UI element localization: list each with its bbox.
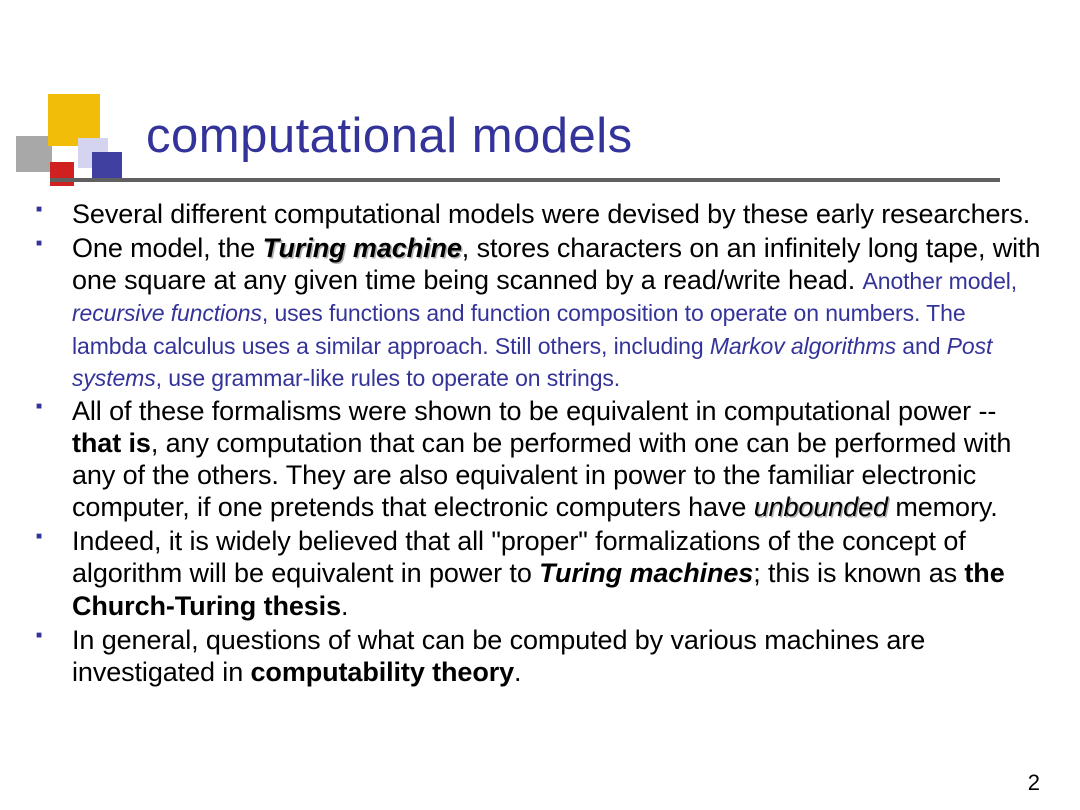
slide-title: computational models bbox=[146, 108, 633, 164]
term-unbounded: unbounded bbox=[754, 492, 888, 522]
b2-sub-and: and bbox=[896, 333, 947, 359]
term-computability-theory: computability theory bbox=[251, 657, 515, 687]
b5-c: . bbox=[514, 657, 521, 687]
term-markov-algorithms: Markov algorithms bbox=[710, 333, 896, 359]
b4-b: ; this is known as bbox=[753, 558, 964, 588]
b2-text-pre: One model, the bbox=[72, 233, 263, 263]
title-underline bbox=[50, 178, 1000, 182]
term-turing-machine: Turing machine bbox=[263, 233, 462, 263]
b2-sub-c: , use grammar-like rules to operate on s… bbox=[156, 365, 620, 391]
b3-c: memory. bbox=[888, 492, 998, 522]
b3-a: All of these formalisms were shown to be… bbox=[72, 396, 996, 426]
b4-c: . bbox=[341, 591, 348, 621]
title-decoration bbox=[16, 94, 126, 184]
term-turing-machines: Turing machines bbox=[539, 558, 753, 588]
term-recursive-functions: recursive functions bbox=[72, 300, 262, 326]
bullet-3: All of these formalisms were shown to be… bbox=[72, 395, 1042, 524]
decor-square-red bbox=[50, 162, 74, 186]
decor-square-gray bbox=[16, 136, 52, 172]
term-that-is: that is bbox=[72, 428, 151, 458]
b2-sub-a: Another model, bbox=[863, 268, 1018, 294]
bullet-list: Several different computational models w… bbox=[72, 198, 1042, 690]
bullet-2: One model, the Turing machine, stores ch… bbox=[72, 232, 1042, 393]
bullet-4: Indeed, it is widely believed that all "… bbox=[72, 525, 1042, 621]
bullet-1: Several different computational models w… bbox=[72, 198, 1042, 230]
bullet-5: In general, questions of what can be com… bbox=[72, 624, 1042, 688]
page-number: 2 bbox=[1028, 770, 1040, 796]
